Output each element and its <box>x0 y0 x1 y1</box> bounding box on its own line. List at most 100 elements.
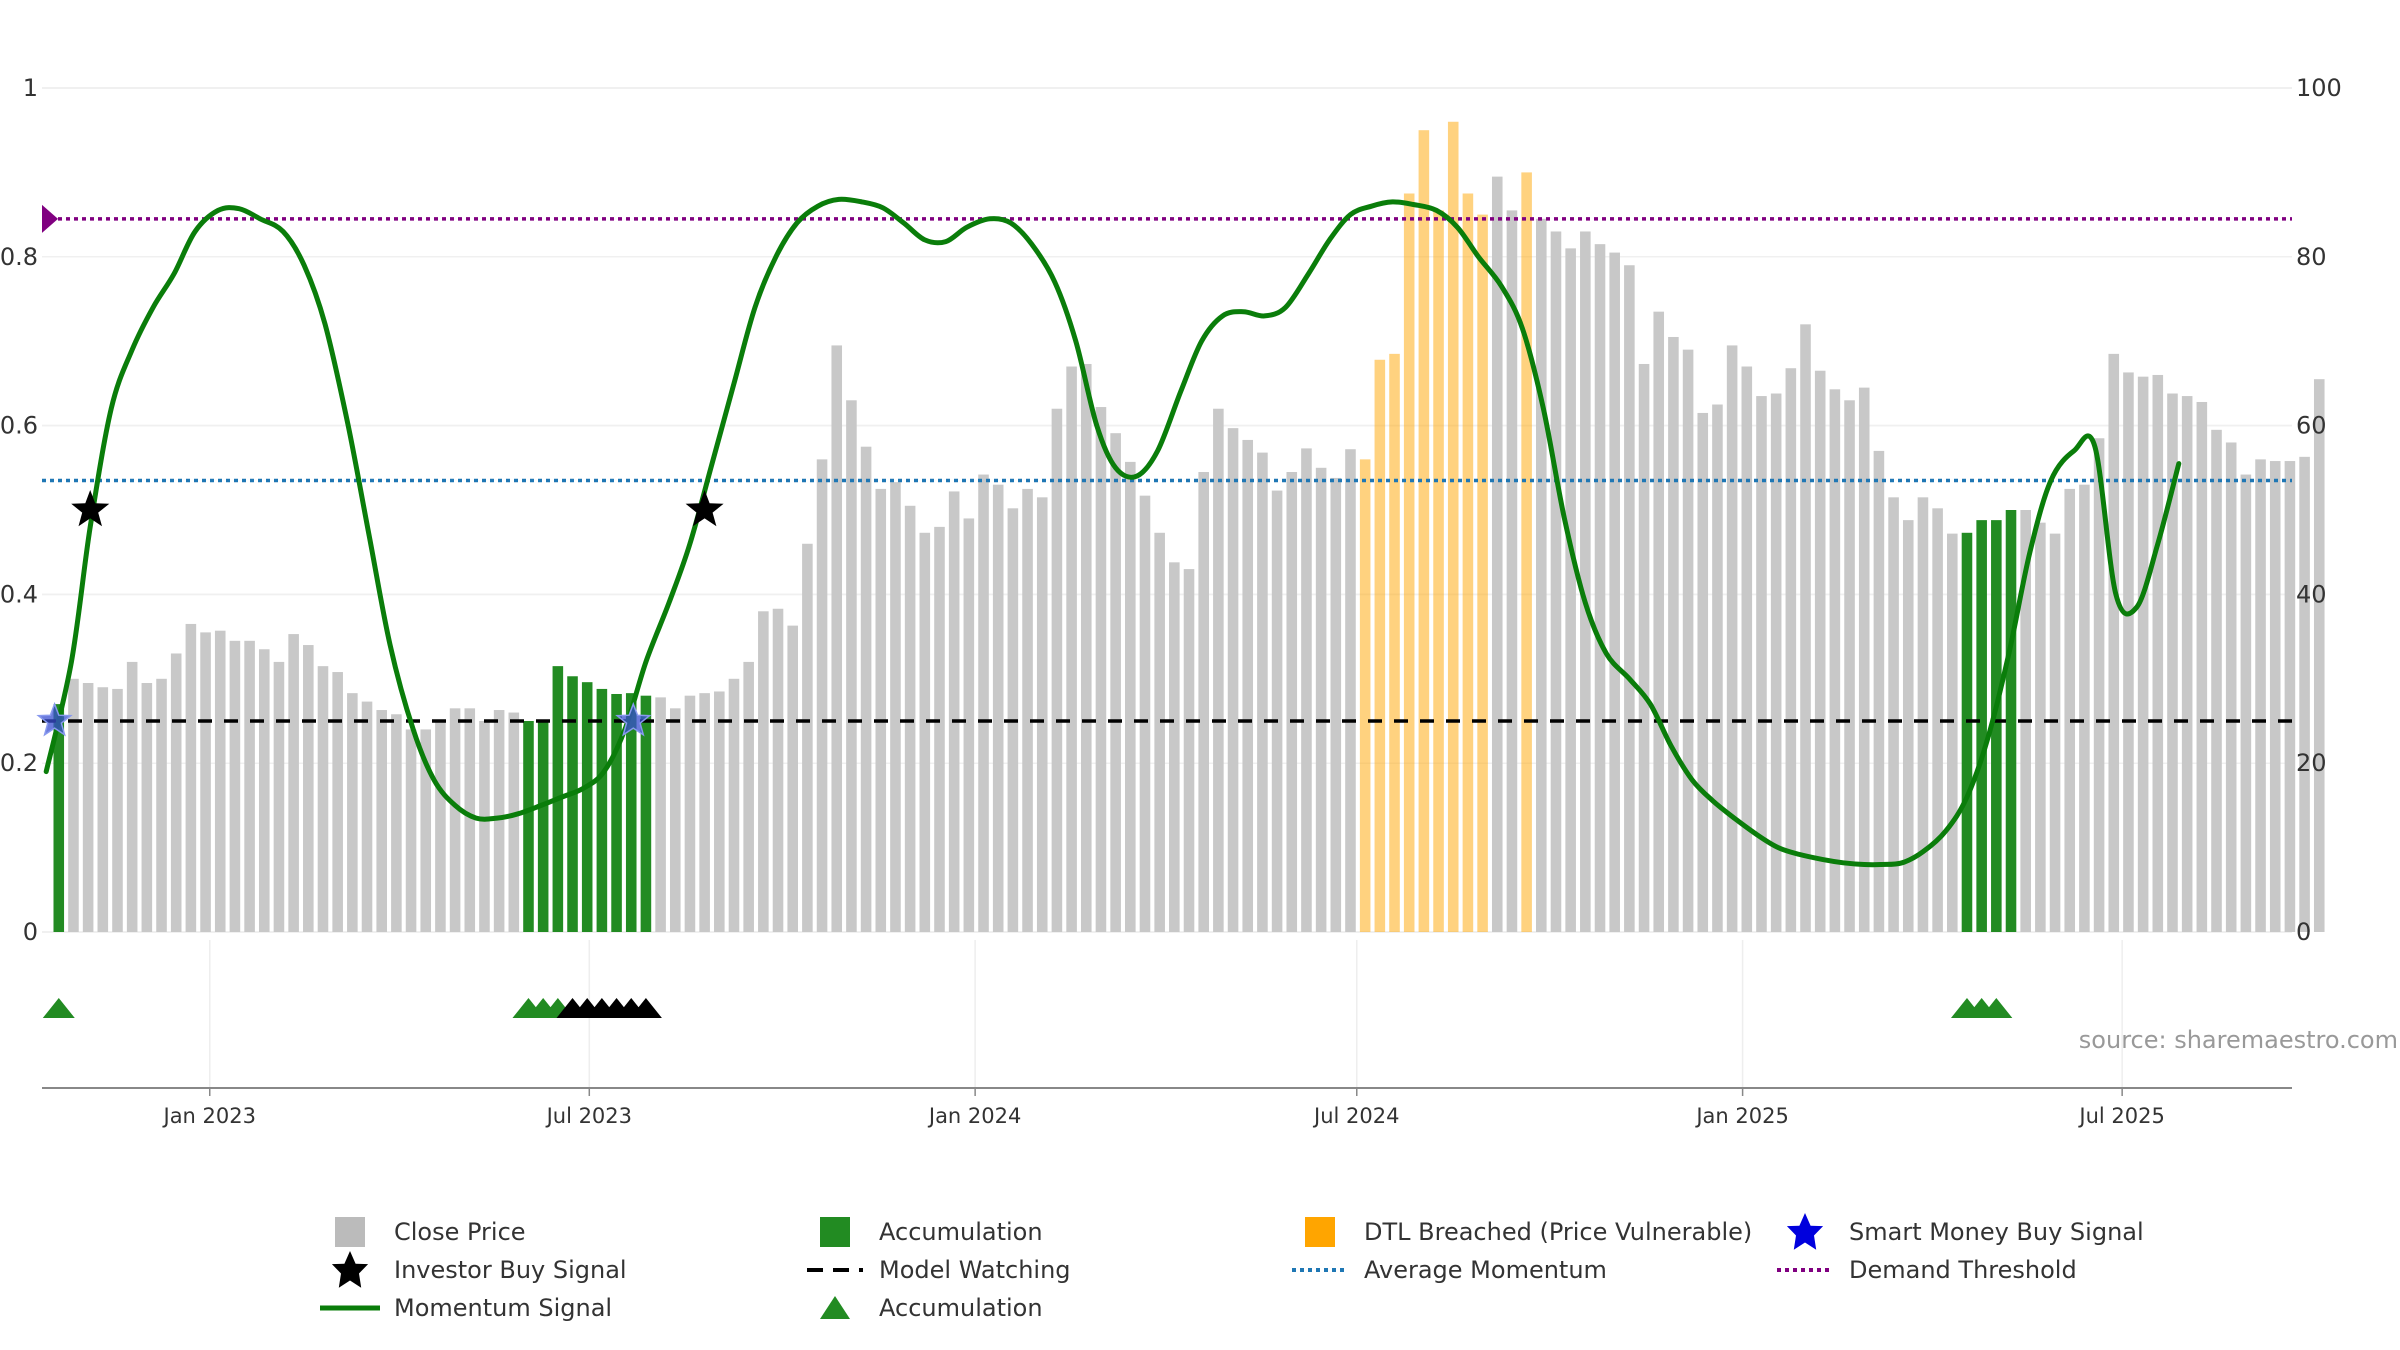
blue-star-icon <box>1775 1213 1835 1250</box>
close-price-bar <box>2035 522 2046 932</box>
close-price-bar <box>1756 396 1767 932</box>
legend-label: Momentum Signal <box>394 1294 613 1322</box>
close-price-bar <box>1227 428 1239 932</box>
close-price-bar <box>1741 366 1753 932</box>
close-price-bar <box>1932 508 1943 932</box>
accumulation-bar <box>640 695 652 932</box>
close-price-bar <box>170 653 182 932</box>
y-left-tick-label: 0.6 <box>0 412 38 440</box>
close-price-bar <box>2093 438 2105 932</box>
x-tick-label: Jul 2023 <box>545 1104 632 1128</box>
close-price-bar <box>1315 467 1327 932</box>
close-price-bar <box>1550 231 1562 933</box>
green-line-icon <box>320 1291 380 1325</box>
close-price-bar <box>112 688 123 932</box>
close-price-bar <box>860 446 872 932</box>
close-price-bar <box>493 710 505 932</box>
close-price-bar <box>758 611 769 932</box>
close-price-bar <box>1712 404 1723 932</box>
close-price-bar <box>420 729 432 932</box>
accumulation-bar <box>567 676 578 932</box>
close-price-bar <box>1051 408 1063 933</box>
close-price-bar <box>934 526 945 932</box>
close-price-bar <box>1125 461 1136 932</box>
gray-square-icon <box>320 1215 380 1249</box>
momentum-signal-line <box>43 196 2182 868</box>
close-price-bar <box>1770 393 1782 932</box>
close-price-bar <box>2108 353 2120 932</box>
legend-item-close-price[interactable]: Close Price <box>320 1215 526 1249</box>
legend-item-accumulation-triangle[interactable]: Accumulation <box>805 1291 1043 1325</box>
close-price-bar <box>1198 472 1209 932</box>
close-price-bar <box>258 649 270 932</box>
close-price-bar <box>1609 252 1620 932</box>
close-price-bar <box>1095 407 1107 933</box>
legend-label: Smart Money Buy Signal <box>1849 1218 2144 1246</box>
accumulation-triangle <box>42 998 75 1018</box>
close-price-bar <box>919 532 931 932</box>
accumulation-bar <box>581 682 593 932</box>
close-price-bar <box>2123 372 2134 933</box>
legend-item-average-momentum[interactable]: Average Momentum <box>1290 1253 1607 1287</box>
close-price-bar <box>684 695 696 932</box>
accumulation-bar <box>523 721 534 932</box>
close-price-bar <box>728 678 740 932</box>
close-price-bar <box>68 678 79 932</box>
close-price-bar <box>1345 449 1356 932</box>
close-price-bar <box>391 714 402 932</box>
close-price-bar <box>1330 477 1342 932</box>
dtl-breached-bar <box>1462 193 1474 932</box>
close-price-bar <box>1668 336 1679 933</box>
close-price-bar <box>2211 429 2222 932</box>
accumulation-bar <box>53 704 65 932</box>
legend-item-investor-buy-signal[interactable]: Investor Buy Signal <box>320 1251 627 1288</box>
close-price-bar <box>1257 452 1268 932</box>
close-price-bar <box>2137 376 2149 932</box>
investor-buy-star <box>71 490 110 527</box>
green-triangle-icon <box>805 1291 865 1325</box>
close-price-bar <box>273 661 285 932</box>
legend-item-smart-money-buy-signal[interactable]: Smart Money Buy Signal <box>1775 1213 2144 1250</box>
close-price-bar <box>831 345 843 932</box>
close-price-bar <box>1785 368 1797 932</box>
accumulation-bar <box>2005 510 2017 932</box>
close-price-bar <box>743 661 754 932</box>
watching-triangle <box>629 998 662 1018</box>
close-price-bar <box>1301 448 1312 932</box>
close-price-bar <box>200 632 211 932</box>
close-price-bar <box>2079 484 2090 932</box>
close-price-bar <box>82 683 94 932</box>
close-price-bar <box>669 708 681 932</box>
close-price-bar <box>875 488 887 932</box>
close-price-bar <box>846 400 857 932</box>
close-price-bar <box>1022 488 1033 932</box>
close-price-bar <box>816 459 828 932</box>
close-price-bar <box>508 712 520 932</box>
orange-square-icon <box>1290 1215 1350 1249</box>
legend-item-momentum-signal[interactable]: Momentum Signal <box>320 1291 612 1325</box>
close-price-bar <box>303 645 314 932</box>
close-price-bar <box>1638 363 1650 932</box>
accumulation-triangle <box>1980 998 2013 1018</box>
close-price-bar <box>1814 370 1826 932</box>
legend-item-accumulation-bar[interactable]: Accumulation <box>805 1215 1043 1249</box>
legend-item-model-watching[interactable]: Model Watching <box>805 1253 1071 1287</box>
y-right-tick-label: 40 <box>2296 580 2327 608</box>
close-price-bar <box>2313 379 2325 932</box>
dtl-breached-bar <box>1359 459 1371 932</box>
close-price-bar <box>1080 363 1092 932</box>
close-price-bar <box>1536 218 1547 932</box>
y-right-tick-label: 0 <box>2296 918 2311 946</box>
legend-label: DTL Breached (Price Vulnerable) <box>1364 1218 1753 1246</box>
close-price-bar <box>376 710 387 932</box>
legend-item-dtl-breached[interactable]: DTL Breached (Price Vulnerable) <box>1290 1215 1752 1249</box>
y-right-tick-label: 60 <box>2296 412 2327 440</box>
y-left-tick-label: 0.8 <box>0 243 38 271</box>
close-price-bar <box>1242 439 1254 932</box>
close-price-bar <box>1682 349 1694 932</box>
dashed-line-icon <box>805 1253 865 1287</box>
close-price-bar <box>2181 396 2193 932</box>
legend-item-demand-threshold[interactable]: Demand Threshold <box>1775 1253 2077 1287</box>
close-price-bar <box>1800 324 1811 932</box>
